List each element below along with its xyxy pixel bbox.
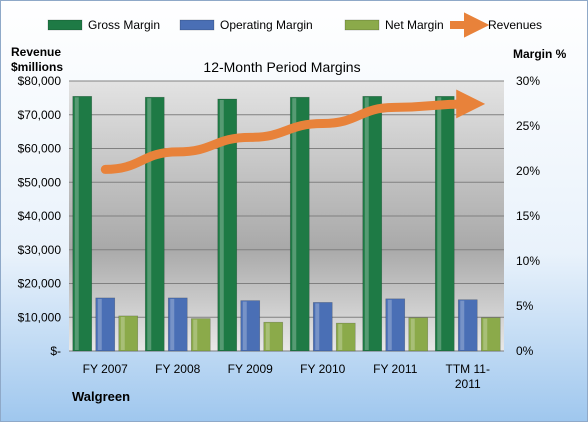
category-label: FY 2009: [228, 362, 273, 376]
right-tick-label: 30%: [516, 74, 540, 88]
left-tick-label: $60,000: [18, 142, 62, 156]
left-tick-label: $80,000: [18, 74, 62, 88]
gross-margin-bar-highlight: [75, 97, 79, 350]
legend-swatch-net-margin: [345, 20, 379, 30]
legend-swatch-operating-margin: [180, 20, 214, 30]
net-margin-bar-highlight: [483, 319, 487, 350]
category-label: FY 2007: [83, 362, 128, 376]
legend-label-net-margin: Net Margin: [385, 18, 444, 32]
operating-margin-bar-highlight: [460, 301, 464, 350]
left-tick-label: $10,000: [18, 310, 62, 324]
net-margin-bar-highlight: [338, 324, 342, 350]
left-tick-label: $30,000: [18, 243, 62, 257]
category-label: FY 2010: [300, 362, 345, 376]
chart-title: 12-Month Period Margins: [203, 59, 360, 75]
operating-margin-bar-highlight: [170, 299, 174, 350]
net-margin-bar-highlight: [266, 323, 270, 350]
operating-margin-bar-highlight: [388, 300, 392, 350]
left-tick-label: $-: [50, 344, 61, 358]
left-axis-label-line1: Revenue: [11, 45, 61, 59]
operating-margin-bar-highlight: [98, 299, 102, 350]
left-tick-label: $40,000: [18, 209, 62, 223]
net-margin-bar-highlight: [121, 317, 125, 350]
right-tick-label: 10%: [516, 254, 540, 268]
gross-margin-bar-highlight: [437, 97, 441, 350]
net-margin-bar-highlight: [193, 320, 197, 350]
right-axis-label: Margin %: [513, 47, 567, 61]
left-tick-label: $70,000: [18, 108, 62, 122]
left-tick-label: $50,000: [18, 175, 62, 189]
legend-swatch-gross-margin: [48, 20, 82, 30]
net-margin-bar-highlight: [411, 319, 415, 350]
gross-margin-bar-highlight: [292, 98, 296, 350]
company-name: Walgreen: [72, 389, 130, 404]
right-tick-label: 15%: [516, 209, 540, 223]
legend-label-revenues: Revenues: [488, 18, 542, 32]
legend-label-gross-margin: Gross Margin: [88, 18, 160, 32]
legend-label-operating-margin: Operating Margin: [220, 18, 313, 32]
left-tick-label: $20,000: [18, 277, 62, 291]
category-label: FY 2011: [373, 362, 418, 376]
gross-margin-bar-highlight: [365, 97, 369, 350]
category-label: TTM 11-: [446, 362, 490, 376]
left-axis-label-line2: $millions: [11, 60, 63, 74]
operating-margin-bar-highlight: [243, 302, 247, 350]
right-tick-label: 20%: [516, 164, 540, 178]
category-label: FY 2008: [155, 362, 200, 376]
right-tick-label: 25%: [516, 119, 540, 133]
category-label: 2011: [455, 377, 481, 391]
gross-margin-bar-highlight: [147, 98, 151, 350]
right-tick-label: 5%: [516, 299, 534, 313]
operating-margin-bar-highlight: [315, 303, 319, 350]
right-tick-label: 0%: [516, 344, 534, 358]
